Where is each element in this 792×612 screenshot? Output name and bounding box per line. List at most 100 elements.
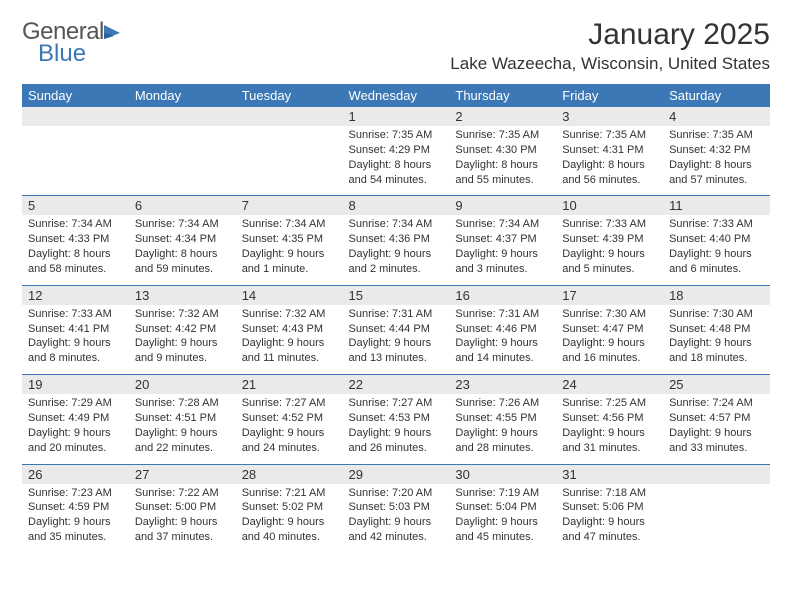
info-line: and 13 minutes.	[349, 351, 444, 366]
info-cell: Sunrise: 7:22 AMSunset: 5:00 PMDaylight:…	[129, 484, 236, 553]
info-cell: Sunrise: 7:34 AMSunset: 4:34 PMDaylight:…	[129, 215, 236, 285]
info-line: Sunset: 4:36 PM	[349, 232, 444, 247]
info-line: Sunset: 5:02 PM	[242, 500, 337, 515]
info-line: Daylight: 9 hours	[28, 515, 123, 530]
date-row: 567891011	[22, 196, 770, 215]
info-line: Sunset: 4:39 PM	[562, 232, 657, 247]
info-line: and 40 minutes.	[242, 530, 337, 545]
day-header: Wednesday	[343, 84, 450, 107]
date-row: 262728293031	[22, 465, 770, 484]
date-cell: 10	[556, 196, 663, 215]
info-line: Sunset: 4:46 PM	[455, 322, 550, 337]
info-cell: Sunrise: 7:35 AMSunset: 4:32 PMDaylight:…	[663, 126, 770, 196]
info-line: Sunrise: 7:31 AM	[455, 307, 550, 322]
info-line: and 11 minutes.	[242, 351, 337, 366]
date-row: 12131415161718	[22, 286, 770, 305]
info-line: Sunset: 4:52 PM	[242, 411, 337, 426]
date-cell: 25	[663, 375, 770, 394]
info-line: Sunrise: 7:21 AM	[242, 486, 337, 501]
date-cell: 29	[343, 465, 450, 484]
info-line: Sunrise: 7:26 AM	[455, 396, 550, 411]
info-line: Sunrise: 7:32 AM	[242, 307, 337, 322]
day-header-row: SundayMondayTuesdayWednesdayThursdayFrid…	[22, 84, 770, 107]
info-line: and 8 minutes.	[28, 351, 123, 366]
info-line: Sunset: 4:33 PM	[28, 232, 123, 247]
info-cell: Sunrise: 7:31 AMSunset: 4:44 PMDaylight:…	[343, 305, 450, 375]
date-cell: 23	[449, 375, 556, 394]
date-row: 1234	[22, 107, 770, 126]
info-line: and 16 minutes.	[562, 351, 657, 366]
info-line: and 24 minutes.	[242, 441, 337, 456]
info-line: Sunrise: 7:31 AM	[349, 307, 444, 322]
info-line: Sunset: 4:53 PM	[349, 411, 444, 426]
info-line: Sunrise: 7:20 AM	[349, 486, 444, 501]
info-line: and 54 minutes.	[349, 173, 444, 188]
info-line: Daylight: 9 hours	[455, 515, 550, 530]
info-line: Daylight: 9 hours	[135, 426, 230, 441]
info-line: Daylight: 9 hours	[349, 515, 444, 530]
info-cell	[129, 126, 236, 196]
logo: General Blue	[22, 18, 124, 68]
info-line: Sunrise: 7:35 AM	[669, 128, 764, 143]
info-line: Daylight: 9 hours	[562, 247, 657, 262]
date-cell: 18	[663, 286, 770, 305]
info-line: Daylight: 9 hours	[242, 247, 337, 262]
day-header: Monday	[129, 84, 236, 107]
info-line: Daylight: 9 hours	[562, 336, 657, 351]
info-line: Daylight: 8 hours	[455, 158, 550, 173]
info-cell: Sunrise: 7:20 AMSunset: 5:03 PMDaylight:…	[343, 484, 450, 553]
info-line: and 45 minutes.	[455, 530, 550, 545]
calendar-table: SundayMondayTuesdayWednesdayThursdayFrid…	[22, 84, 770, 553]
info-line: Sunrise: 7:23 AM	[28, 486, 123, 501]
info-line: and 9 minutes.	[135, 351, 230, 366]
info-line: Daylight: 9 hours	[135, 515, 230, 530]
info-line: Daylight: 9 hours	[455, 426, 550, 441]
info-line: Sunset: 4:56 PM	[562, 411, 657, 426]
info-cell: Sunrise: 7:24 AMSunset: 4:57 PMDaylight:…	[663, 394, 770, 464]
info-cell: Sunrise: 7:27 AMSunset: 4:52 PMDaylight:…	[236, 394, 343, 464]
info-line: Sunset: 4:48 PM	[669, 322, 764, 337]
location: Lake Wazeecha, Wisconsin, United States	[450, 54, 770, 74]
info-line: Daylight: 9 hours	[349, 247, 444, 262]
info-line: and 3 minutes.	[455, 262, 550, 277]
date-cell: 26	[22, 465, 129, 484]
info-line: Sunset: 4:41 PM	[28, 322, 123, 337]
info-line: Daylight: 9 hours	[455, 336, 550, 351]
info-line: and 33 minutes.	[669, 441, 764, 456]
info-line: Sunset: 4:44 PM	[349, 322, 444, 337]
info-cell: Sunrise: 7:34 AMSunset: 4:37 PMDaylight:…	[449, 215, 556, 285]
info-cell: Sunrise: 7:35 AMSunset: 4:31 PMDaylight:…	[556, 126, 663, 196]
info-line: and 57 minutes.	[669, 173, 764, 188]
info-line: Daylight: 9 hours	[242, 426, 337, 441]
info-line: and 47 minutes.	[562, 530, 657, 545]
info-line: Sunrise: 7:35 AM	[455, 128, 550, 143]
info-line: Sunrise: 7:25 AM	[562, 396, 657, 411]
info-cell: Sunrise: 7:25 AMSunset: 4:56 PMDaylight:…	[556, 394, 663, 464]
info-line: and 20 minutes.	[28, 441, 123, 456]
info-line: Daylight: 8 hours	[135, 247, 230, 262]
info-cell: Sunrise: 7:32 AMSunset: 4:43 PMDaylight:…	[236, 305, 343, 375]
info-line: Sunrise: 7:34 AM	[242, 217, 337, 232]
day-header: Thursday	[449, 84, 556, 107]
date-cell: 5	[22, 196, 129, 215]
date-cell: 16	[449, 286, 556, 305]
date-cell: 17	[556, 286, 663, 305]
info-line: Sunrise: 7:18 AM	[562, 486, 657, 501]
info-line: Sunset: 5:00 PM	[135, 500, 230, 515]
info-cell: Sunrise: 7:29 AMSunset: 4:49 PMDaylight:…	[22, 394, 129, 464]
info-line: and 2 minutes.	[349, 262, 444, 277]
info-line: and 26 minutes.	[349, 441, 444, 456]
info-line: Sunrise: 7:35 AM	[349, 128, 444, 143]
info-line: Sunrise: 7:34 AM	[28, 217, 123, 232]
info-cell: Sunrise: 7:34 AMSunset: 4:33 PMDaylight:…	[22, 215, 129, 285]
date-cell: 19	[22, 375, 129, 394]
info-line: Daylight: 8 hours	[28, 247, 123, 262]
info-line: Daylight: 8 hours	[349, 158, 444, 173]
info-line: Sunset: 5:06 PM	[562, 500, 657, 515]
info-line: Daylight: 9 hours	[669, 336, 764, 351]
date-row: 19202122232425	[22, 375, 770, 394]
info-line: Sunrise: 7:22 AM	[135, 486, 230, 501]
info-line: Sunset: 4:30 PM	[455, 143, 550, 158]
info-line: Sunrise: 7:34 AM	[455, 217, 550, 232]
info-row: Sunrise: 7:29 AMSunset: 4:49 PMDaylight:…	[22, 394, 770, 464]
